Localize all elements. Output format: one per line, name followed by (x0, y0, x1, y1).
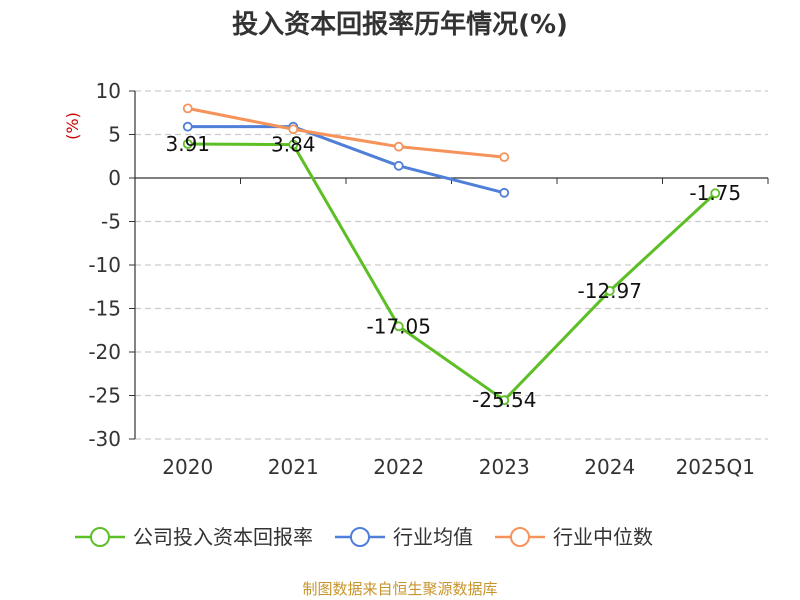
series-point (393, 141, 404, 152)
series-point (393, 321, 404, 332)
y-tick-label: -15 (88, 297, 121, 321)
legend-swatch-marker (350, 527, 370, 547)
x-tick-label: 2024 (584, 455, 635, 479)
x-tick-label: 2025Q1 (676, 455, 755, 479)
legend-label: 行业均值 (393, 525, 473, 549)
y-tick-label: 10 (96, 79, 121, 103)
legend-label: 行业中位数 (553, 525, 653, 549)
data-label: -1.75 (689, 181, 741, 205)
series-point (499, 187, 510, 198)
y-tick-label: 5 (108, 123, 121, 147)
series-point (604, 285, 615, 296)
y-tick-labels: 10 5 0 -5 -10 -15 -20 -25 -30 (88, 79, 121, 451)
series-point (288, 124, 299, 135)
series-line (187, 106, 505, 159)
legend: 公司投入资本回报率 行业均值 行业中位数 (75, 525, 653, 549)
x-tick-label: 2023 (479, 455, 530, 479)
data-label: -12.97 (578, 279, 642, 303)
data-label: 3.84 (271, 133, 316, 157)
series-line (187, 125, 505, 195)
x-tick-label: 2022 (373, 455, 424, 479)
x-tick-labels: 2020 2021 2022 2023 2024 2025Q1 (162, 455, 755, 479)
legend-item: 行业中位数 (495, 525, 653, 549)
series-line (187, 142, 717, 402)
series-point (393, 160, 404, 171)
y-tick-label: -30 (88, 427, 121, 451)
legend-item: 公司投入资本回报率 (75, 525, 313, 549)
x-tick-label: 2020 (162, 455, 213, 479)
y-axis-unit: (%) (63, 112, 82, 140)
chart-title: 投入资本回报率历年情况(%) (232, 9, 568, 40)
legend-item: 行业均值 (335, 525, 473, 549)
source-note: 制图数据来自恒生聚源数据库 (302, 580, 497, 598)
series-point (182, 139, 193, 149)
grid-lines (135, 90, 768, 440)
y-tick-label: -10 (88, 253, 121, 277)
series-point (499, 395, 510, 406)
y-tick-label: -5 (101, 210, 121, 234)
series-point (182, 121, 193, 132)
legend-swatch-marker (90, 527, 110, 547)
data-label: -25.54 (472, 388, 536, 412)
series-point (499, 152, 510, 163)
series-point (710, 188, 721, 199)
x-tick-label: 2021 (268, 455, 319, 479)
data-label: -17.05 (367, 314, 431, 338)
legend-swatch-marker (510, 527, 530, 547)
legend-label: 公司投入资本回报率 (133, 525, 313, 549)
series-lines (182, 103, 721, 406)
y-tick-label: -25 (88, 384, 121, 408)
series-point (288, 139, 299, 150)
series-point (182, 103, 193, 114)
data-label: 3.91 (165, 132, 210, 156)
y-tick-label: -20 (88, 340, 121, 364)
y-tick-label: 0 (108, 166, 121, 190)
data-labels: 3.91 3.84 -17.05 -25.54 -12.97 -1.75 (165, 132, 741, 412)
